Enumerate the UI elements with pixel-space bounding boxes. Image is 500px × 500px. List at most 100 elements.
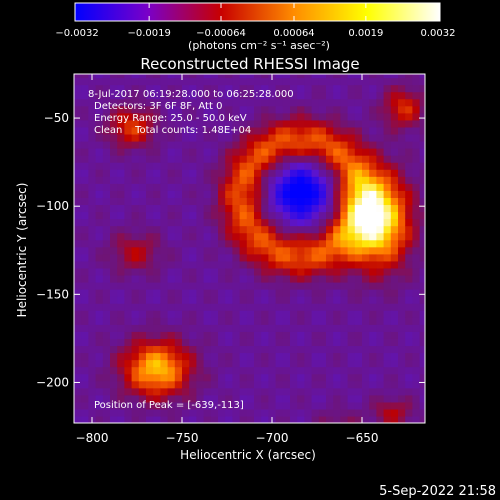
heatmap-cell [412, 289, 421, 297]
heatmap-cell [74, 387, 82, 396]
heatmap-cell [398, 274, 406, 283]
heatmap-cell [297, 197, 305, 206]
heatmap-cell [81, 126, 89, 135]
heatmap-cell [160, 218, 169, 227]
heatmap-cell [261, 155, 269, 163]
heatmap-cell [282, 324, 291, 332]
heatmap-cell [81, 74, 89, 79]
heatmap-cell [246, 289, 255, 297]
heatmap-cell [110, 345, 118, 354]
heatmap-cell [311, 317, 320, 325]
heatmap-cell [376, 324, 385, 332]
heatmap-cell [203, 267, 212, 276]
heatmap-cell [74, 366, 82, 375]
heatmap-cell [333, 281, 341, 290]
heatmap-cell [153, 267, 161, 276]
heatmap-cell [318, 105, 327, 114]
heatmap-cell [246, 218, 255, 227]
heatmap-cell [412, 84, 421, 93]
heatmap-cell [311, 218, 320, 227]
heatmap-cell [311, 267, 320, 276]
heatmap-cell [74, 352, 82, 361]
heatmap-cell [398, 267, 406, 276]
heatmap-cell [203, 331, 212, 339]
heatmap-cell [74, 373, 82, 382]
heatmap-cell [412, 232, 421, 241]
heatmap-cell [210, 77, 219, 86]
heatmap-cell [167, 267, 176, 276]
heatmap-cell [275, 401, 284, 410]
heatmap-cell [419, 183, 425, 191]
heatmap-cell [405, 352, 413, 361]
heatmap-cell [268, 260, 277, 269]
heatmap-cell [138, 387, 147, 396]
heatmap-cell [246, 239, 255, 248]
heatmap-cell [110, 260, 118, 269]
heatmap-cell [203, 148, 212, 156]
heatmap-cell [254, 274, 262, 283]
heatmap-cell [419, 408, 425, 417]
heatmap-cell [340, 253, 349, 262]
heatmap-cell [398, 211, 406, 220]
heatmap-cell [225, 366, 233, 375]
heatmap-cell [81, 176, 89, 184]
heatmap-cell [419, 289, 425, 297]
heatmap-cell [268, 77, 277, 86]
heatmap-cell [398, 387, 406, 396]
heatmap-cell [210, 303, 219, 311]
heatmap-cell [254, 345, 262, 354]
heatmap-cell [268, 394, 277, 403]
heatmap-cell [88, 246, 97, 255]
heatmap-cell [167, 190, 176, 198]
heatmap-cell [124, 401, 133, 410]
heatmap-cell [362, 148, 370, 156]
heatmap-cell [88, 140, 97, 149]
heatmap-cell [254, 232, 262, 241]
heatmap-cell [369, 303, 377, 311]
heatmap-cell [254, 296, 262, 304]
heatmap-cell [95, 310, 104, 318]
heatmap-cell [311, 133, 320, 142]
heatmap-cell [196, 162, 205, 170]
heatmap-cell [297, 380, 305, 389]
heatmap-cell [81, 77, 89, 86]
heatmap-cell [297, 140, 305, 149]
heatmap-cell [167, 246, 176, 255]
heatmap-cell [376, 140, 385, 149]
heatmap-cell [376, 176, 385, 184]
heatmap-cell [275, 310, 284, 318]
heatmap-cell [297, 176, 305, 184]
heatmap-cell [110, 119, 118, 128]
heatmap-cell [239, 359, 248, 368]
heatmap-cell [88, 394, 97, 403]
heatmap-cell [311, 260, 320, 269]
heatmap-cell [232, 98, 241, 107]
heatmap-cell [232, 274, 241, 283]
heatmap-cell [304, 373, 313, 382]
heatmap-cell [117, 119, 125, 128]
heatmap-cell [376, 91, 385, 100]
heatmap-cell [376, 352, 385, 361]
heatmap-cell [196, 169, 205, 177]
heatmap-cell [383, 387, 392, 396]
heatmap-cell [340, 281, 349, 290]
heatmap-cell [390, 366, 399, 375]
heatmap-cell [369, 148, 377, 156]
heatmap-cell [282, 387, 291, 396]
heatmap-cell [232, 204, 241, 213]
heatmap-cell [182, 98, 190, 107]
heatmap-cell [333, 190, 341, 198]
heatmap-cell [304, 84, 313, 93]
heatmap-cell [297, 112, 305, 121]
heatmap-cell [88, 84, 97, 93]
heatmap-cell [311, 77, 320, 86]
heatmap-cell [398, 169, 406, 177]
heatmap-cell [146, 331, 154, 339]
heatmap-cell [390, 359, 399, 368]
heatmap-cell [88, 162, 97, 170]
heatmap-cell [246, 211, 255, 220]
heatmap-cell [290, 204, 298, 213]
heatmap-cell [376, 225, 385, 234]
heatmap-cell [347, 197, 356, 206]
heatmap-cell [282, 352, 291, 361]
